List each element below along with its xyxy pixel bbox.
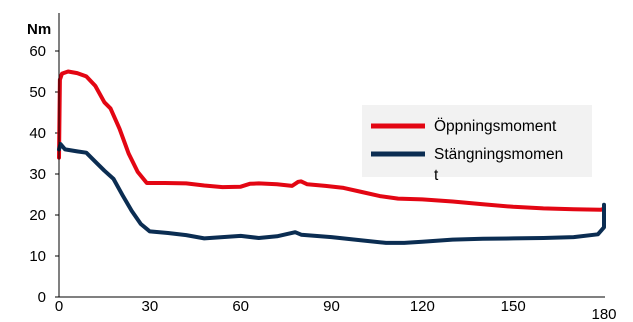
y-tick-label: 10 — [29, 248, 46, 265]
legend-label-stangning-line2: t — [434, 167, 439, 184]
y-tick-label: 60 — [29, 43, 46, 60]
y-tick-label: 0 — [38, 289, 46, 306]
legend-label-stangning-line1: Stängningsmomen — [434, 146, 563, 163]
y-tick-label: 20 — [29, 207, 46, 224]
x-tick-label: 120 — [410, 298, 435, 315]
legend: Öppningsmoment Stängningsmomen t — [362, 105, 592, 184]
x-tick-label: 60 — [232, 298, 249, 315]
unit-label: Nm — [27, 21, 51, 38]
legend-label-oppning: Öppningsmoment — [434, 117, 557, 135]
x-tick-label: 180 — [591, 306, 616, 322]
series-lines — [57, 69, 606, 245]
y-tick-label: 30 — [29, 166, 46, 183]
x-tick-label: 90 — [323, 298, 340, 315]
y-tick-label: 40 — [29, 125, 46, 142]
x-tick-label: 0 — [55, 298, 63, 315]
y-axis-ticks: 0 10 20 30 40 50 60 — [29, 43, 59, 306]
series-line-stangning — [57, 142, 606, 245]
x-axis-ticks: 0 30 60 90 120 150 180 — [55, 298, 617, 322]
x-tick-label: 30 — [141, 298, 158, 315]
series-line-oppning — [57, 69, 606, 212]
y-tick-label: 50 — [29, 84, 46, 101]
legend-box — [362, 105, 592, 177]
x-tick-label: 150 — [501, 298, 526, 315]
legend-label-stangning: Stängningsmomen t — [434, 146, 568, 184]
